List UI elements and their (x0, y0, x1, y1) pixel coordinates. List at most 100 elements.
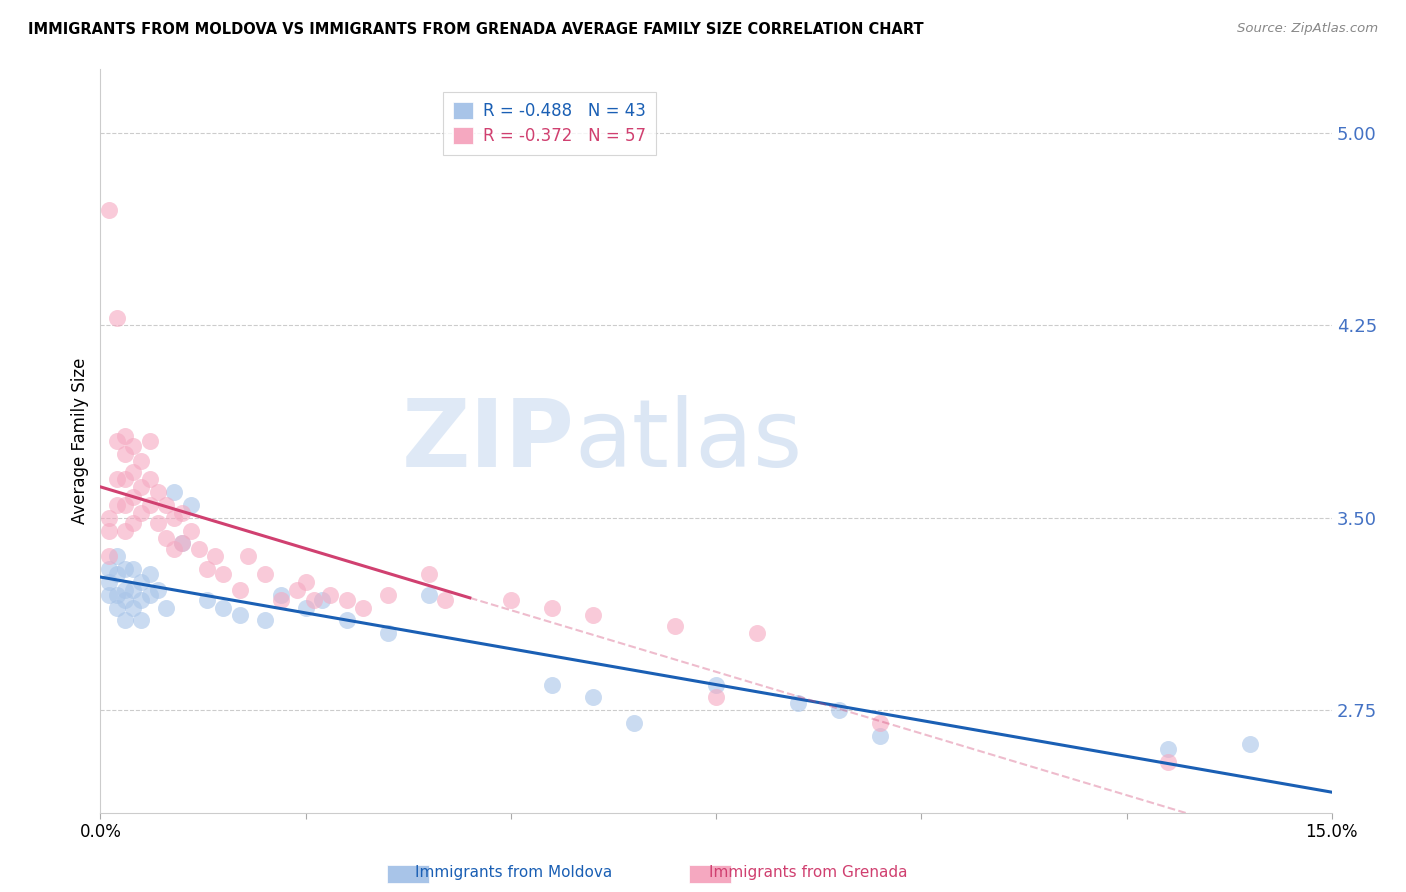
Point (195, 562, 218, 576)
Point (869, 716, 891, 731)
Point (623, 716, 645, 731)
Point (114, 472, 136, 486)
Point (377, 588, 399, 602)
Point (146, 582, 169, 597)
Point (828, 703, 851, 717)
Point (97, 510, 120, 524)
Point (704, 677, 727, 691)
Point (105, 588, 128, 602)
Point (229, 582, 252, 597)
Point (664, 618, 686, 632)
Point (97, 588, 120, 602)
Point (212, 567, 235, 582)
Point (1156, 755, 1178, 769)
Point (122, 582, 145, 597)
Point (172, 536, 194, 550)
Point (302, 592, 325, 607)
Point (155, 498, 177, 512)
Point (180, 524, 202, 538)
Point (122, 516, 145, 530)
Text: ZIP: ZIP (402, 395, 575, 487)
Point (541, 600, 564, 615)
Point (377, 626, 399, 640)
Point (311, 592, 333, 607)
Point (131, 506, 153, 520)
Point (97, 524, 120, 538)
Point (155, 531, 177, 545)
Point (146, 516, 169, 530)
Point (212, 600, 235, 615)
Point (582, 690, 605, 705)
Point (155, 600, 177, 615)
Point (105, 549, 128, 564)
Point (138, 567, 160, 582)
Text: Immigrants from Grenada: Immigrants from Grenada (709, 865, 908, 880)
Point (180, 498, 202, 512)
Point (195, 592, 218, 607)
Point (172, 536, 194, 550)
Point (97, 562, 120, 576)
Point (138, 588, 160, 602)
Point (253, 567, 276, 582)
Point (319, 588, 342, 602)
Legend: R = -0.488   N = 43, R = -0.372   N = 57: R = -0.488 N = 43, R = -0.372 N = 57 (443, 92, 657, 154)
Point (236, 549, 259, 564)
Point (294, 600, 316, 615)
Point (172, 506, 194, 520)
Point (187, 541, 209, 556)
Point (204, 549, 226, 564)
Point (97, 574, 120, 589)
Point (541, 677, 564, 691)
Point (105, 434, 128, 448)
Point (114, 614, 136, 628)
Point (97, 202, 120, 217)
Point (114, 562, 136, 576)
Text: Immigrants from Moldova: Immigrants from Moldova (415, 865, 612, 880)
Point (336, 592, 359, 607)
Point (270, 588, 292, 602)
Point (138, 434, 160, 448)
Point (747, 626, 769, 640)
Text: atlas: atlas (575, 395, 803, 487)
Point (704, 690, 727, 705)
Point (105, 310, 128, 325)
Point (114, 582, 136, 597)
Point (131, 614, 153, 628)
Point (114, 524, 136, 538)
Point (131, 480, 153, 494)
Point (122, 439, 145, 453)
Point (869, 729, 891, 743)
Point (294, 574, 316, 589)
Point (105, 472, 128, 486)
Point (114, 592, 136, 607)
Text: Source: ZipAtlas.com: Source: ZipAtlas.com (1237, 22, 1378, 36)
Point (287, 582, 309, 597)
Point (105, 498, 128, 512)
Point (163, 510, 186, 524)
Point (270, 592, 292, 607)
Point (418, 567, 440, 582)
Point (97, 549, 120, 564)
Point (105, 567, 128, 582)
Point (114, 498, 136, 512)
Point (336, 614, 359, 628)
Point (229, 608, 252, 623)
Point (253, 614, 276, 628)
Point (163, 485, 186, 500)
Point (122, 490, 145, 504)
Point (131, 574, 153, 589)
Point (131, 454, 153, 468)
Point (105, 600, 128, 615)
Text: IMMIGRANTS FROM MOLDOVA VS IMMIGRANTS FROM GRENADA AVERAGE FAMILY SIZE CORRELATI: IMMIGRANTS FROM MOLDOVA VS IMMIGRANTS FR… (28, 22, 924, 37)
Point (434, 592, 457, 607)
Point (122, 465, 145, 479)
Point (146, 485, 169, 500)
Point (131, 592, 153, 607)
Point (499, 592, 522, 607)
Point (787, 696, 810, 710)
Point (163, 541, 186, 556)
Y-axis label: Average Family Size: Average Family Size (72, 358, 89, 524)
Point (1239, 737, 1261, 751)
Point (122, 600, 145, 615)
Point (1156, 741, 1178, 756)
